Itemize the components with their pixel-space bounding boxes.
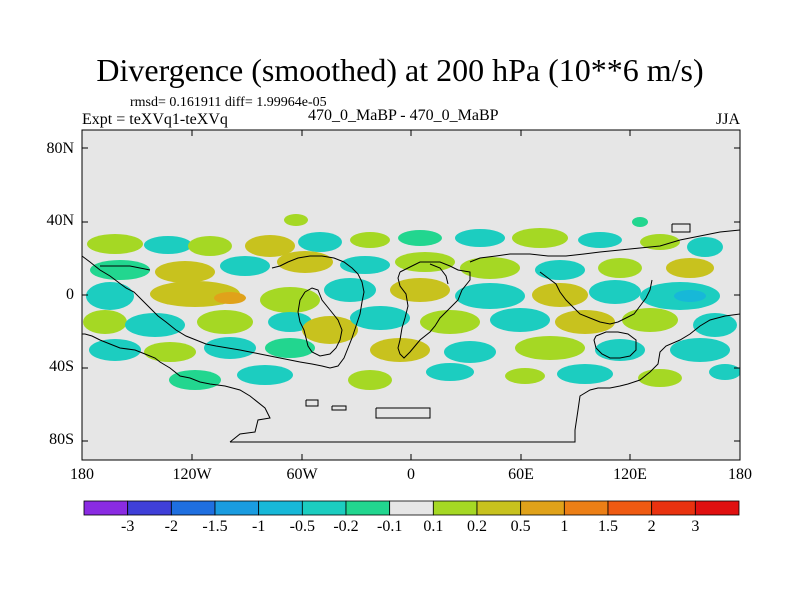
colorbar-swatch	[83, 500, 129, 516]
colorbar-label: -0.1	[376, 518, 403, 535]
coast-africa	[397, 261, 471, 359]
colorbar-label: -3	[120, 518, 135, 535]
coast-antarctica-east	[230, 313, 740, 443]
colorbar-label: 0.2	[467, 518, 487, 535]
colorbar-label: 3	[691, 518, 700, 535]
coast-south-ocean-islands-3	[375, 407, 431, 419]
colorbar-label: 2	[647, 518, 656, 535]
colorbar-swatch	[563, 500, 609, 516]
contour-fields	[83, 214, 740, 390]
experiment-label: Expt = teXVq1-teXVq	[82, 111, 228, 128]
x-tick-label-120e: 120E	[613, 466, 647, 483]
colorbar-swatch	[301, 500, 347, 516]
coast-south-ocean-islands	[305, 399, 319, 407]
colorbar-swatch	[214, 500, 260, 516]
x-tick-label-180e: 180	[728, 466, 752, 483]
colorbar-swatch	[170, 500, 216, 516]
stats-line: rmsd= 0.161911 diff= 1.99964e-05	[130, 95, 327, 110]
x-tick-label-60w: 60W	[286, 466, 318, 483]
colorbar-swatch	[694, 500, 740, 516]
coast-south-ocean-islands-2	[331, 405, 347, 411]
contour-band-north	[87, 214, 723, 257]
colorbar-label: -0.2	[333, 518, 359, 535]
contour-band-midlatitude-south	[169, 363, 740, 390]
contour-band-tropical-south	[83, 306, 737, 344]
colorbar-swatch	[432, 500, 478, 516]
colorbar	[83, 500, 740, 516]
x-tick-label-120w: 120W	[172, 466, 212, 483]
coast-north-america-strip	[100, 265, 151, 271]
colorbar-swatch	[389, 500, 434, 516]
y-tick-label-0: 0	[66, 286, 74, 303]
colorbar-swatch	[520, 500, 565, 516]
y-tick-label-80s: 80S	[49, 431, 74, 448]
colorbar-swatch	[258, 500, 303, 516]
case-label: 470_0_MaBP - 470_0_MaBP	[308, 107, 499, 124]
plot-title: Divergence (smoothed) at 200 hPa (10**6 …	[96, 52, 704, 88]
coast-antarctica	[82, 333, 271, 443]
coast-south-america	[297, 287, 343, 357]
y-tick-label-40n: 40N	[46, 212, 74, 229]
contour-band-equatorial	[86, 278, 720, 313]
coast-americas-east	[271, 255, 365, 369]
colorbar-label: 0.1	[423, 518, 444, 535]
colorbar-label: 0.5	[510, 518, 531, 535]
y-tick-label-40s: 40S	[49, 358, 74, 375]
colorbar-swatch	[607, 500, 653, 516]
colorbar-swatch	[127, 500, 172, 516]
coast-americas-west	[82, 255, 301, 363]
x-tick-label-180w: 180	[70, 466, 94, 483]
x-tick-label-0: 0	[407, 466, 415, 483]
coast-north-pacific-islands	[671, 223, 691, 233]
contour-band-tropical-north	[90, 251, 714, 283]
colorbar-label: 1.5	[598, 518, 618, 535]
colorbar-label: -0.5	[289, 518, 315, 535]
colorbar-label: -1.5	[202, 518, 228, 535]
colorbar-label: 1	[560, 518, 569, 535]
colorbar-swatch	[476, 500, 522, 516]
y-tick-label-80n: 80N	[46, 140, 74, 157]
season-label: JJA	[716, 111, 741, 128]
coastlines	[82, 223, 740, 443]
coast-asia	[469, 229, 740, 263]
colorbar-label: -2	[164, 518, 178, 535]
coast-south-asia	[539, 271, 653, 325]
colorbar-swatch	[345, 500, 391, 516]
colorbar-label: -1	[251, 518, 266, 535]
axis-ticks	[81, 130, 741, 460]
contour-band-subtropical-south	[89, 336, 730, 363]
x-tick-label-60e: 60E	[508, 466, 534, 483]
coast-australia	[593, 331, 637, 359]
colorbar-swatch	[651, 500, 696, 516]
coast-arabia	[429, 263, 449, 285]
